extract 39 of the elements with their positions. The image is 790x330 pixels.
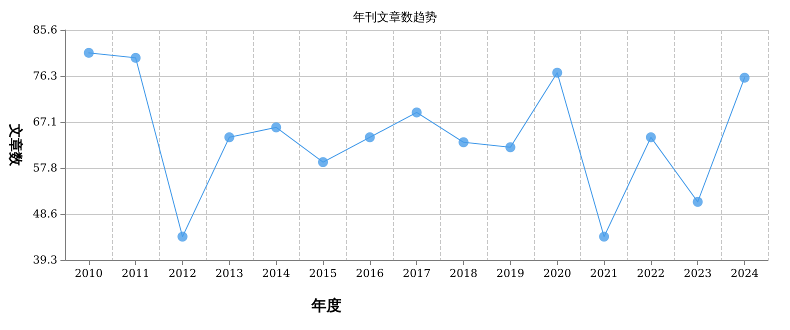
x-tick-label: 2012: [168, 267, 196, 280]
y-tick-label: 48.6: [32, 207, 58, 220]
y-tick-label: 76.3: [32, 70, 58, 83]
point: [458, 137, 469, 148]
x-tick-label: 2024: [730, 267, 759, 280]
y-tick-label: 67.1: [32, 115, 58, 128]
point: [412, 107, 422, 118]
point: [552, 68, 562, 78]
x-tick-label: 2020: [543, 267, 572, 280]
point: [740, 72, 750, 83]
x-tick-label: 2023: [684, 267, 712, 280]
point: [271, 122, 282, 132]
x-tick-label: 2019: [496, 267, 524, 280]
point: [505, 142, 516, 152]
point: [646, 132, 656, 142]
y-tick-label: 39.3: [32, 254, 58, 266]
point: [178, 232, 188, 242]
x-tick-label: 2021: [590, 267, 618, 280]
y-tick-label: 85.6: [32, 24, 58, 36]
point: [692, 196, 703, 207]
y-tick-label: 57.8: [32, 162, 58, 175]
y-axis-title: 文章数: [7, 123, 24, 167]
chart-title: 年刊文章数趋势: [353, 10, 437, 24]
point: [364, 132, 375, 142]
x-tick-label: 2013: [215, 267, 244, 280]
point: [224, 132, 234, 142]
x-tick-label: 2018: [450, 267, 478, 280]
x-tick-label: 2011: [122, 267, 150, 280]
point: [130, 52, 141, 63]
x-tick-label: 2014: [262, 267, 290, 280]
x-tick-label: 2016: [356, 267, 384, 280]
x-tick-label: 2010: [74, 267, 103, 280]
x-tick-label: 2022: [636, 267, 665, 280]
x-tick-label: 2015: [309, 267, 338, 280]
x-tick-label: 2017: [402, 267, 431, 280]
point: [599, 232, 610, 242]
x-axis-title: 年度: [310, 296, 342, 314]
point: [318, 157, 328, 168]
point: [84, 48, 94, 58]
